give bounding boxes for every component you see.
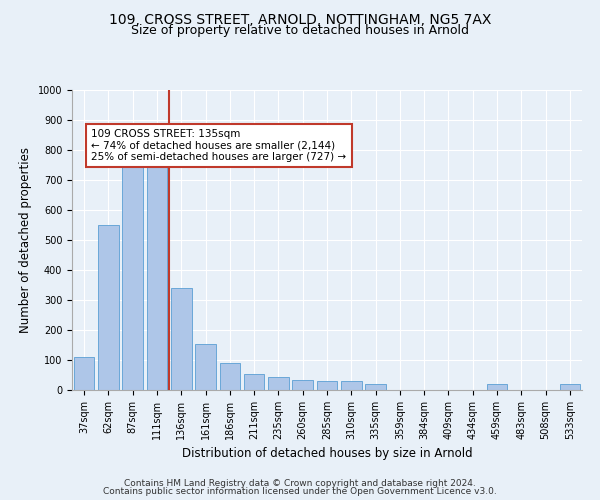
Bar (146, 162, 167, 390)
Bar (122, 156, 143, 390)
Bar (195, 344, 216, 390)
Bar (560, 384, 580, 390)
Bar (220, 363, 240, 390)
Bar (268, 376, 289, 390)
Text: 109, CROSS STREET, ARNOLD, NOTTINGHAM, NG5 7AX: 109, CROSS STREET, ARNOLD, NOTTINGHAM, N… (109, 12, 491, 26)
Text: Contains public sector information licensed under the Open Government Licence v3: Contains public sector information licen… (103, 487, 497, 496)
Bar (317, 381, 337, 390)
Bar (365, 384, 386, 390)
Bar (74, 357, 94, 390)
Bar (487, 384, 508, 390)
Text: 109 CROSS STREET: 135sqm
← 74% of detached houses are smaller (2,144)
25% of sem: 109 CROSS STREET: 135sqm ← 74% of detach… (91, 129, 347, 162)
Bar (171, 288, 191, 390)
Y-axis label: Number of detached properties: Number of detached properties (19, 147, 32, 333)
Text: Size of property relative to detached houses in Arnold: Size of property relative to detached ho… (131, 24, 469, 37)
Bar (98, 225, 119, 390)
Text: Contains HM Land Registry data © Crown copyright and database right 2024.: Contains HM Land Registry data © Crown c… (124, 478, 476, 488)
Bar (292, 380, 313, 390)
Bar (244, 374, 265, 390)
Bar (341, 381, 362, 390)
X-axis label: Distribution of detached houses by size in Arnold: Distribution of detached houses by size … (182, 448, 472, 460)
